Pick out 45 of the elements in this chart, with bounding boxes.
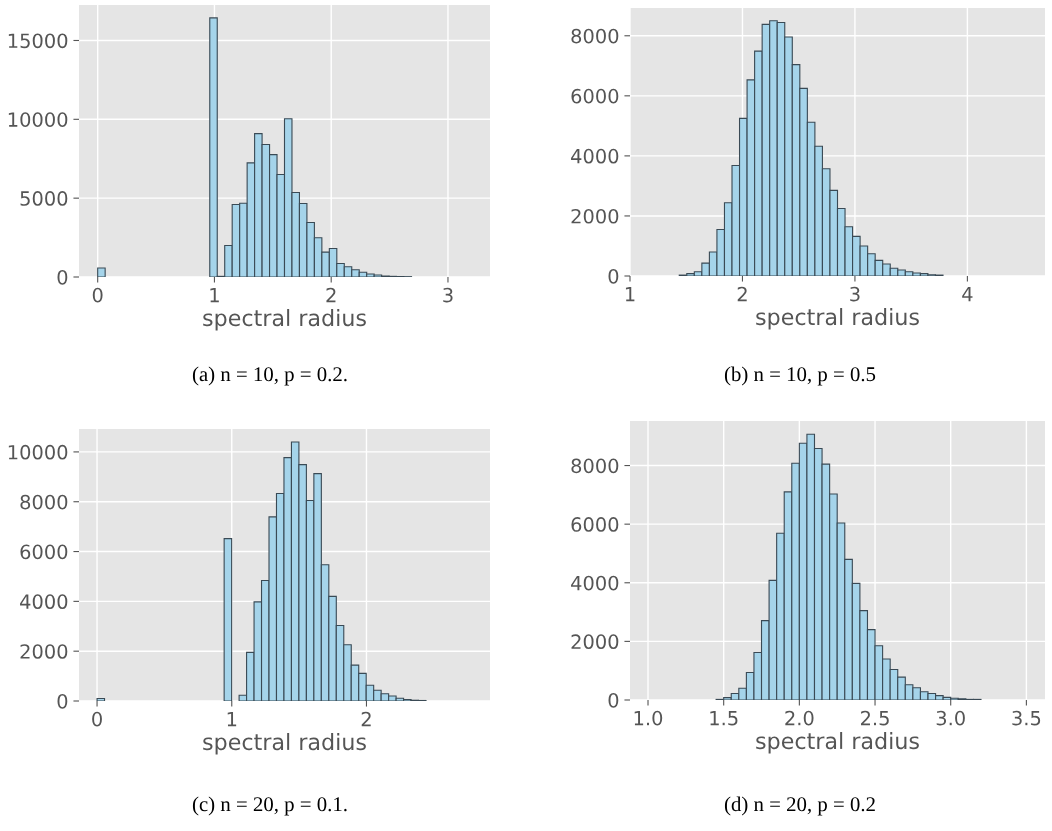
text: (a) n = 10, p = 0.2.: [192, 366, 347, 386]
x-axis-title: spectral radius: [756, 732, 919, 754]
y-tick-label: 8000: [20, 494, 68, 510]
x-tick-label: 4: [962, 287, 973, 302]
x-tick-label: 2: [361, 711, 371, 727]
x-axis-title: spectral radius: [203, 309, 366, 331]
y-tick-label: 15000: [8, 33, 68, 49]
y-tick-label: 0: [608, 268, 619, 284]
y-tick-label: 4000: [571, 575, 619, 591]
x-tick-label: 2.0: [785, 710, 814, 726]
x-tick-label: 2: [326, 287, 336, 303]
text: (c) n = 20, p = 0.1.: [192, 796, 347, 816]
x-tick-label: 1.5: [710, 711, 738, 726]
x-axis-title: spectral radius: [756, 308, 919, 330]
x-tick-label: 1.0: [634, 710, 663, 726]
y-tick-label: 10000: [8, 444, 68, 460]
y-tick-label: 0: [57, 693, 68, 709]
y-tick-label: 2000: [20, 644, 68, 659]
y-tick-label: 6000: [20, 544, 68, 560]
y-tick-label: 0: [608, 692, 619, 708]
x-tick-label: 3.5: [1012, 710, 1041, 726]
y-tick-label: 6000: [571, 88, 619, 104]
x-tick-label: 2: [737, 286, 747, 302]
y-tick-label: 4000: [571, 148, 619, 164]
y-tick-label: 2000: [571, 634, 619, 650]
x-axis-title: spectral radius: [203, 733, 366, 755]
x-tick-label: 3: [443, 287, 453, 303]
x-tick-label: 3: [850, 286, 860, 302]
y-tick-label: 0: [57, 269, 68, 285]
x-tick-label: 1: [625, 287, 635, 302]
y-tick-label: 8000: [571, 28, 619, 44]
x-tick-label: 1: [227, 712, 237, 727]
y-tick-label: 6000: [571, 517, 619, 532]
x-tick-label: 0: [92, 711, 102, 727]
x-tick-label: 1: [210, 288, 219, 303]
y-tick-label: 8000: [571, 458, 619, 474]
text: (d) n = 20, p = 0.2: [724, 796, 875, 816]
y-tick-label: 4000: [20, 594, 68, 610]
y-tick-label: 5000: [20, 191, 68, 206]
x-tick-label: 3.0: [936, 710, 965, 726]
x-tick-label: 0: [92, 287, 103, 303]
y-tick-label: 10000: [8, 112, 68, 127]
x-tick-label: 2.5: [861, 710, 889, 726]
y-tick-label: 2000: [571, 208, 619, 224]
text: (b) n = 10, p = 0.5: [724, 366, 876, 386]
